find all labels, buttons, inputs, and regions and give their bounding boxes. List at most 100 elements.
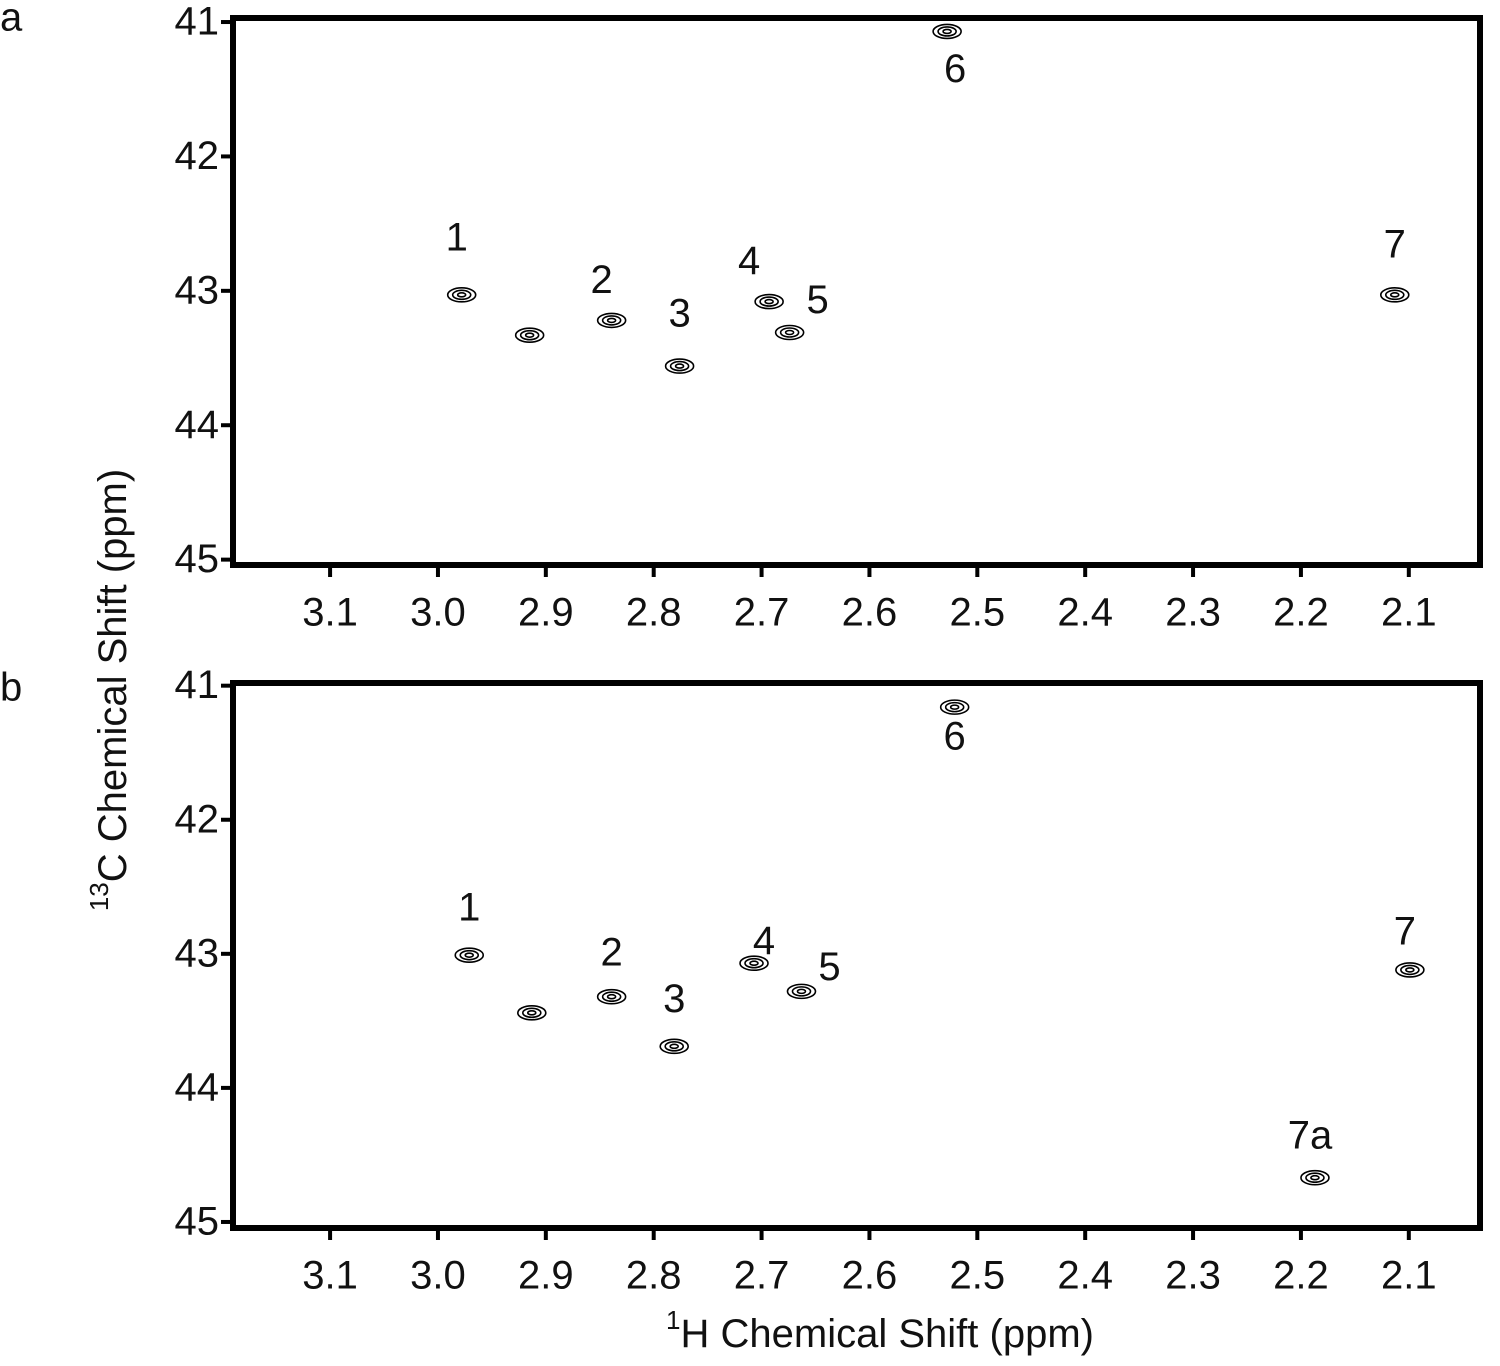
x-tick-label: 2.2 — [1273, 591, 1329, 635]
x-tick-label: 2.8 — [626, 591, 682, 635]
contour — [519, 329, 540, 341]
y-tick-label: 42 — [175, 797, 220, 841]
x-tick-label: 2.3 — [1165, 1254, 1221, 1298]
x-tick-label: 2.1 — [1381, 591, 1437, 635]
contour — [524, 332, 535, 338]
x-tick-label: 2.6 — [842, 1254, 898, 1298]
plot-frame — [230, 15, 1483, 568]
peak — [786, 983, 817, 1000]
y-tick-label: 41 — [175, 663, 220, 707]
x-tick-label: 2.3 — [1165, 591, 1221, 635]
x-tick-label: 2.7 — [734, 1254, 790, 1298]
x-tick-label: 2.9 — [518, 1254, 574, 1298]
plot-frame — [230, 680, 1483, 1231]
peak-label: 7a — [1288, 1113, 1333, 1157]
contour — [774, 324, 805, 341]
peak-label: 5 — [806, 278, 828, 322]
x-tick-label: 3.0 — [410, 1254, 466, 1298]
x-tick-label: 2.2 — [1273, 1254, 1329, 1298]
y-tick-label: 45 — [175, 537, 220, 581]
y-tick-label: 45 — [175, 1200, 220, 1244]
peak — [596, 988, 627, 1005]
peak — [932, 23, 962, 40]
contour — [606, 317, 617, 324]
x-tick-label: 2.5 — [950, 1254, 1006, 1298]
peak — [659, 1038, 689, 1055]
contour — [932, 23, 962, 40]
contour — [791, 986, 812, 997]
x-tick-label: 2.4 — [1057, 1254, 1113, 1298]
panel-label: a — [0, 0, 23, 40]
contour — [596, 312, 627, 329]
peak-label: 7 — [1384, 222, 1406, 266]
contour — [601, 991, 622, 1003]
peak — [774, 324, 805, 341]
contour — [1300, 1169, 1330, 1186]
peak-label: 1 — [446, 215, 468, 259]
y-axis-label: 13C Chemical Shift (ppm) — [84, 469, 135, 911]
contour — [759, 296, 779, 307]
contour — [764, 298, 774, 305]
contour — [522, 1007, 542, 1019]
contour — [796, 988, 807, 995]
contour — [784, 329, 795, 336]
x-tick-label: 2.5 — [950, 591, 1006, 635]
peak — [664, 358, 695, 374]
x-tick-label: 2.4 — [1057, 591, 1113, 635]
contour — [939, 699, 970, 715]
y-tick-label: 43 — [175, 931, 220, 975]
peak-label: 3 — [668, 292, 690, 336]
label-text: C Chemical Shift (ppm) — [91, 469, 135, 882]
y-tick-label: 44 — [175, 403, 220, 447]
contour — [606, 993, 617, 1000]
contour — [454, 947, 485, 963]
contour — [949, 704, 960, 710]
contour — [659, 1038, 689, 1055]
contour — [596, 988, 627, 1005]
peak-label: 4 — [753, 919, 775, 963]
contour — [744, 957, 764, 969]
x-tick-label: 2.9 — [518, 591, 574, 635]
x-tick-label: 2.8 — [626, 1254, 682, 1298]
contour — [779, 327, 800, 338]
x-tick-label: 2.7 — [734, 591, 790, 635]
contour — [1395, 962, 1425, 978]
contour — [739, 955, 769, 972]
contour — [451, 289, 472, 301]
contour — [464, 952, 475, 958]
y-tick-label: 44 — [175, 1065, 220, 1109]
contour — [664, 1041, 684, 1052]
contour — [786, 983, 817, 1000]
contour — [674, 363, 685, 369]
contour — [514, 327, 545, 343]
superscript: 13 — [84, 882, 114, 911]
contour — [937, 26, 957, 37]
contour — [527, 1010, 537, 1016]
peak-label: 4 — [738, 239, 760, 283]
peak-label: 2 — [601, 930, 623, 974]
peak-label: 6 — [944, 715, 966, 759]
x-tick-label: 2.1 — [1381, 1254, 1437, 1298]
x-tick-label: 3.1 — [302, 1254, 358, 1298]
contour — [754, 293, 784, 310]
contour — [456, 292, 467, 298]
contour — [459, 949, 480, 961]
peak — [739, 955, 769, 972]
y-tick-label: 42 — [175, 134, 220, 178]
x-tick-label: 2.6 — [842, 591, 898, 635]
label-text: H Chemical Shift (ppm) — [681, 1312, 1094, 1356]
x-tick-label: 3.0 — [410, 591, 466, 635]
contour — [1310, 1174, 1320, 1181]
contour — [1400, 964, 1420, 976]
superscript: 1 — [666, 1305, 680, 1335]
contour — [669, 360, 690, 372]
y-tick-label: 43 — [175, 268, 220, 312]
peak-label: 7 — [1394, 909, 1416, 953]
peak — [754, 293, 784, 310]
contour — [669, 1043, 679, 1050]
contour — [944, 701, 965, 713]
contour — [1305, 1172, 1325, 1184]
y-tick-label: 41 — [175, 0, 220, 44]
peak — [1395, 962, 1425, 978]
